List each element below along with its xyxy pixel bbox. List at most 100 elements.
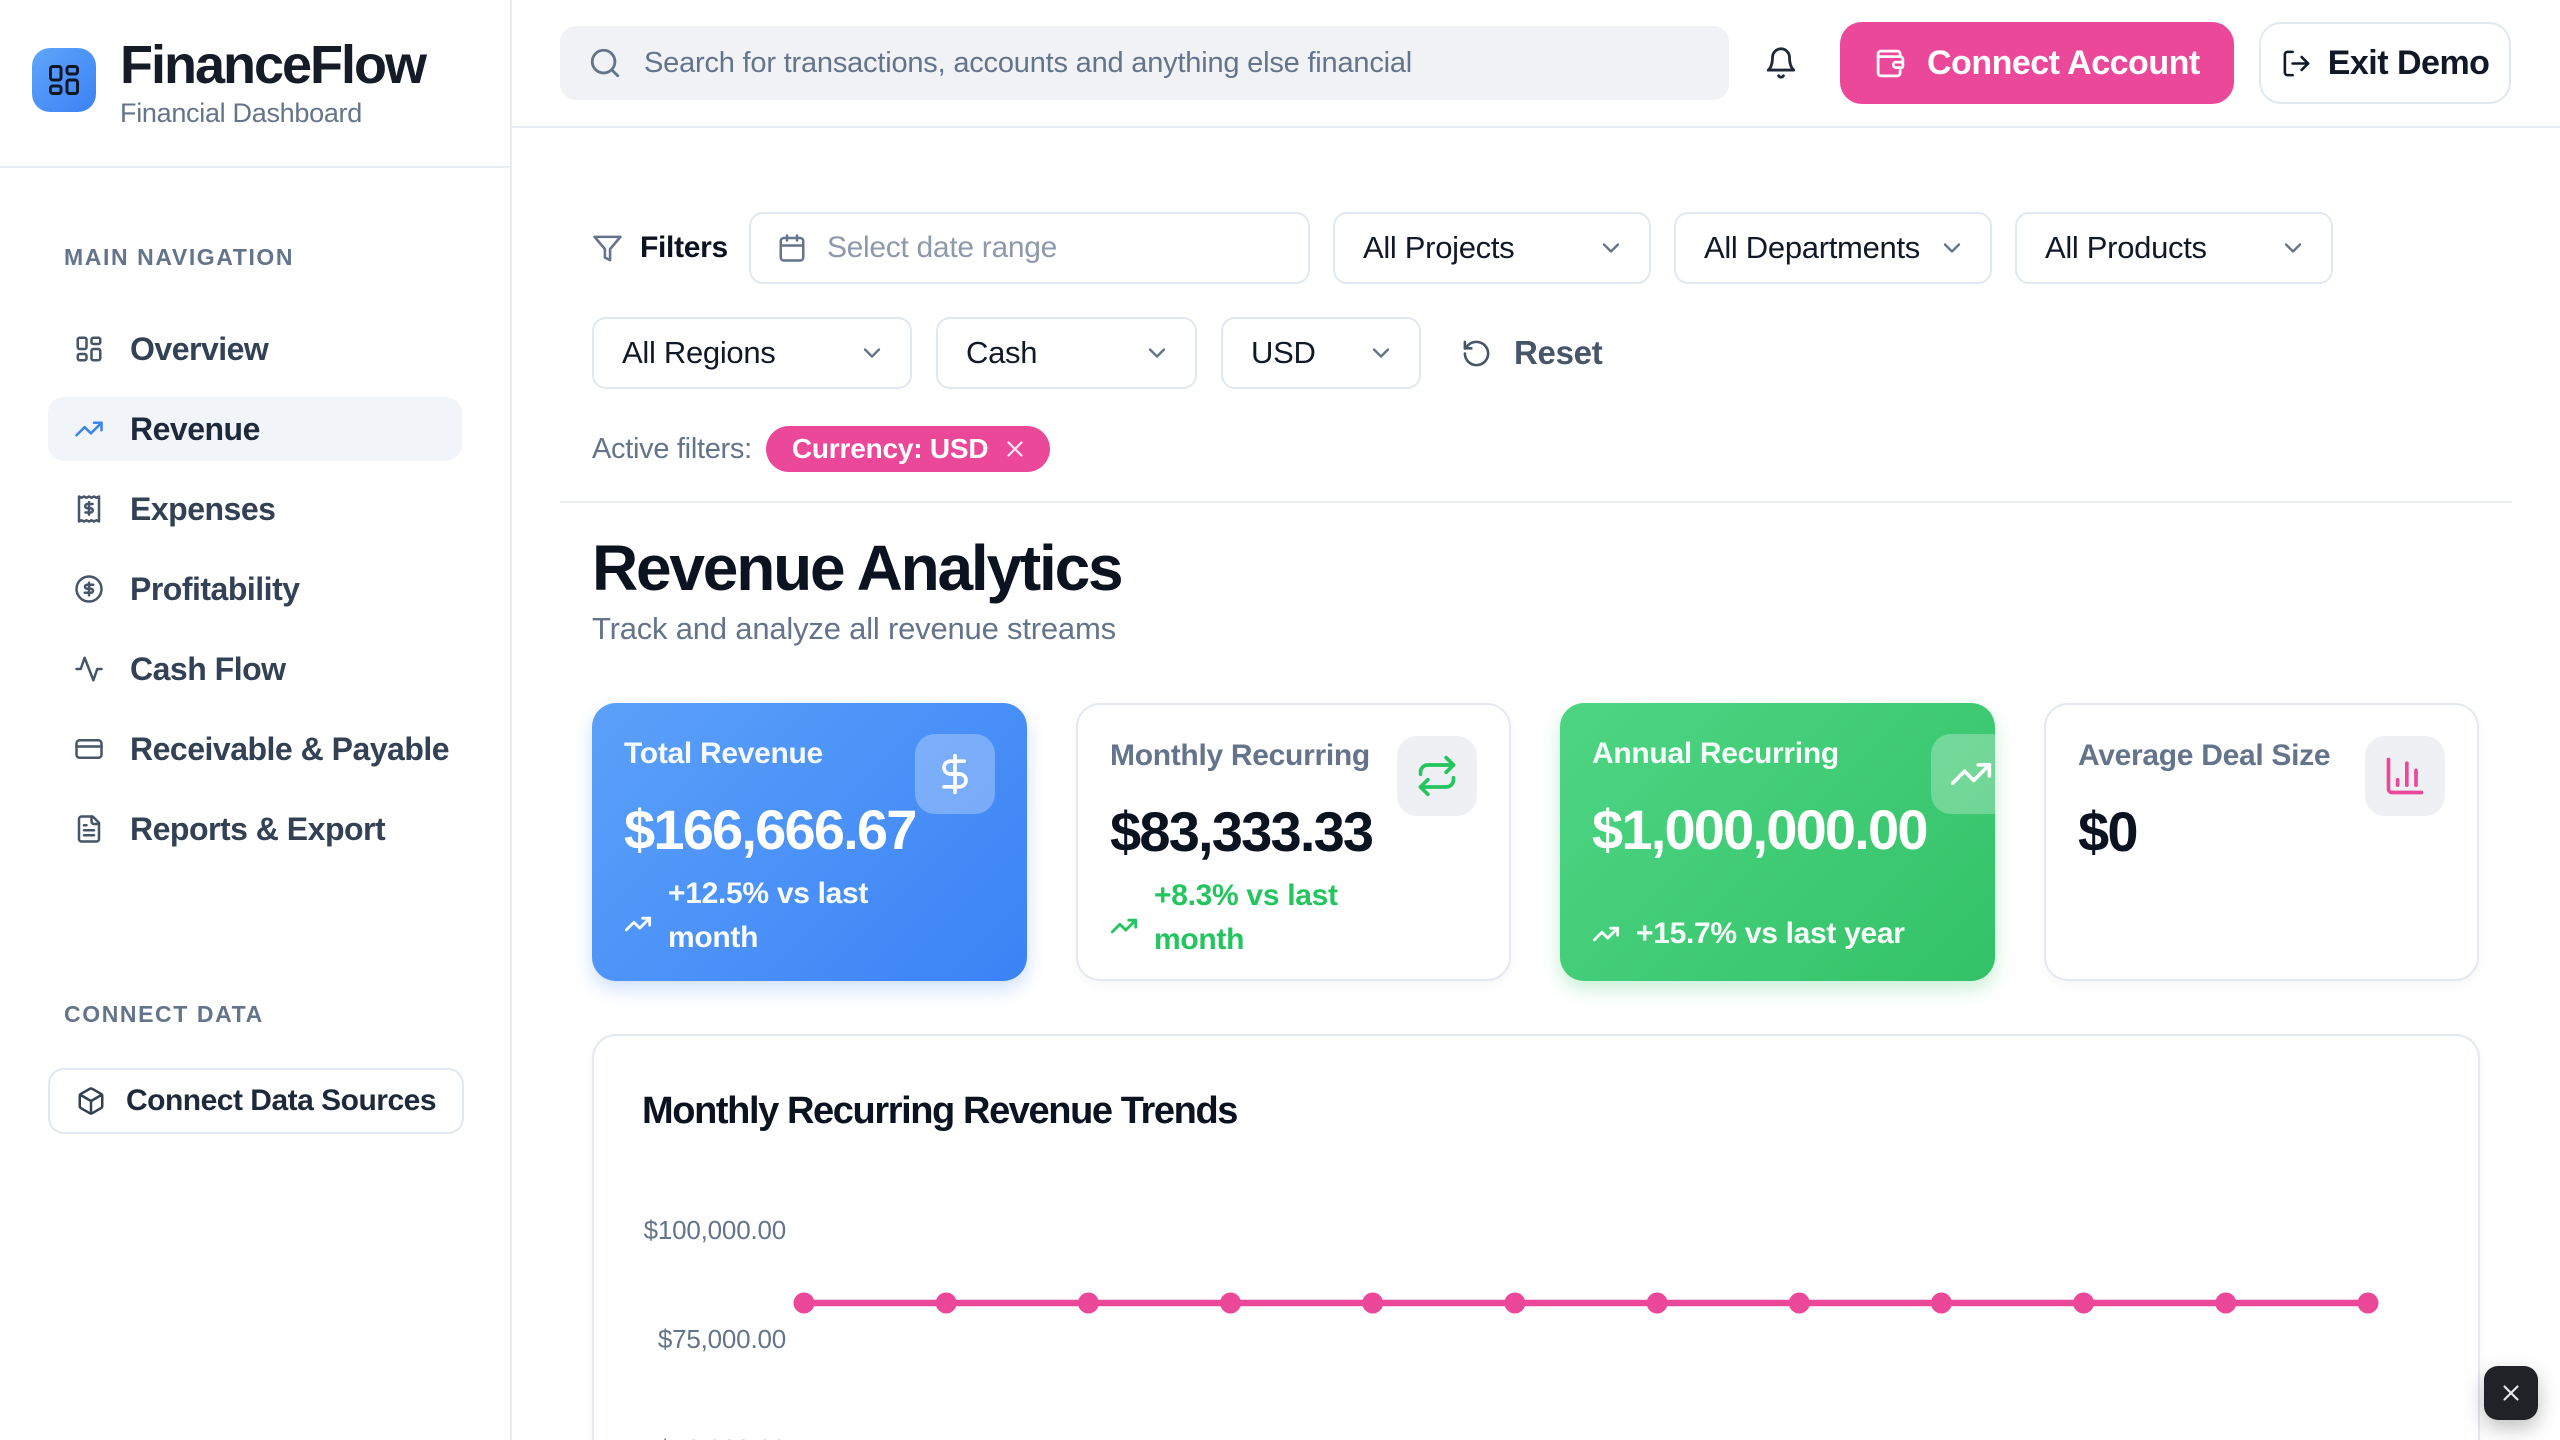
connect-section-label: CONNECT DATA	[64, 1001, 264, 1027]
sidebar: FinanceFlow Financial Dashboard MAIN NAV…	[0, 0, 512, 1440]
filter-select-all-departments[interactable]: All Departments	[1673, 212, 1992, 284]
sidebar-item-revenue[interactable]: Revenue	[48, 397, 462, 461]
trending-up-icon	[74, 414, 104, 444]
page-heading-section: Revenue Analytics Track and analyze all …	[560, 532, 2512, 1440]
wallet-icon	[1874, 47, 1907, 80]
reset-label: Reset	[1514, 334, 1603, 371]
filter-select-usd[interactable]: USD	[1221, 317, 1421, 389]
select-value: All Projects	[1362, 230, 1515, 265]
metric-change: +12.5% vs last month	[624, 872, 995, 960]
trending-up-icon	[1949, 752, 1993, 796]
nav-item-label: Overview	[130, 330, 269, 367]
filter-select-cash[interactable]: Cash	[936, 317, 1197, 389]
sidebar-item-receivable-payable[interactable]: Receivable & Payable	[48, 717, 462, 781]
sidebar-item-overview[interactable]: Overview	[48, 317, 462, 381]
nav-item-label: Receivable & Payable	[130, 730, 450, 767]
exit-demo-label: Exit Demo	[2327, 43, 2490, 82]
metric-value: $166,666.67	[624, 797, 917, 861]
filter-select-all-projects[interactable]: All Projects	[1332, 212, 1651, 284]
credit-card-icon	[74, 734, 104, 764]
metric-title: Monthly Recurring	[1110, 738, 1370, 772]
chart-y-tick-label: $100,000.00	[643, 1214, 787, 1245]
filter-select-all-products[interactable]: All Products	[2014, 212, 2333, 284]
filters-row-1: Filters Select date range All Projects A…	[592, 212, 2480, 284]
receipt-icon	[74, 494, 104, 524]
main-area: Connect Account Exit Demo Filters Select…	[512, 0, 2560, 1440]
metric-change-text: +15.7% vs last year	[1636, 916, 1905, 950]
sidebar-item-profitability[interactable]: Profitability	[48, 557, 462, 621]
nav-item-label: Profitability	[130, 570, 300, 607]
metric-value: $0	[2078, 799, 2139, 863]
chevron-down-icon	[1143, 339, 1171, 367]
trending-up-icon	[1592, 920, 1620, 948]
sidebar-item-reports-export[interactable]: Reports & Export	[48, 797, 462, 861]
filters-title: Filters	[592, 231, 728, 265]
sidebar-item-cash-flow[interactable]: Cash Flow	[48, 637, 462, 701]
x-icon	[2498, 1380, 2524, 1406]
active-filters-label: Active filters:	[592, 432, 752, 465]
date-range-placeholder: Select date range	[826, 231, 1058, 264]
bell-icon	[1764, 46, 1798, 80]
app-logo	[32, 48, 96, 112]
active-filter-chip-label: Currency: USD	[791, 433, 989, 464]
nav-section-label: MAIN NAVIGATION	[64, 244, 295, 270]
filter-select-all-regions[interactable]: All Regions	[592, 317, 912, 389]
connect-account-button[interactable]: Connect Account	[1840, 22, 2234, 104]
metric-value: $83,333.33	[1110, 799, 1374, 863]
app-title: FinanceFlow	[120, 35, 427, 96]
main-navigation: Overview Revenue Expenses Profitability …	[0, 317, 510, 861]
metric-card-average-deal-size: Average Deal Size $0	[2044, 702, 2479, 981]
select-value: USD	[1251, 335, 1316, 370]
rotate-ccw-icon	[1461, 338, 1492, 369]
page-subtitle: Track and analyze all revenue streams	[592, 610, 1116, 646]
metric-value: $1,000,000.00	[1592, 797, 1929, 861]
chevron-down-icon	[1938, 234, 1966, 262]
search-input[interactable]	[644, 46, 1701, 80]
chart-title: Monthly Recurring Revenue Trends	[642, 1089, 1238, 1132]
metric-change: +15.7% vs last year	[1592, 912, 1963, 956]
date-range-input[interactable]: Select date range	[748, 212, 1310, 284]
metric-icon-box	[1931, 733, 1995, 814]
metric-icon-box	[915, 733, 995, 814]
select-value: All Departments	[1703, 230, 1920, 265]
metric-card-total-revenue: Total Revenue $166,666.67 +12.5% vs last…	[592, 702, 1027, 981]
metric-cards: Total Revenue $166,666.67 +12.5% vs last…	[592, 702, 2480, 981]
file-text-icon	[74, 814, 104, 844]
page-title: Revenue Analytics	[592, 532, 1124, 604]
connect-data-sources-button[interactable]: Connect Data Sources	[48, 1068, 464, 1134]
x-icon[interactable]	[1002, 436, 1028, 462]
nav-item-label: Revenue	[130, 410, 260, 447]
chart-y-tick-label: $50,000.00	[594, 1433, 786, 1440]
dollar-sign-icon	[933, 752, 977, 796]
search-icon	[588, 46, 622, 80]
box-icon	[76, 1086, 106, 1116]
chevron-down-icon	[2279, 234, 2307, 262]
sidebar-item-expenses[interactable]: Expenses	[48, 477, 462, 541]
brand-block: FinanceFlow Financial Dashboard	[120, 35, 427, 129]
global-search	[560, 26, 1729, 100]
bar-chart-icon	[2383, 754, 2427, 798]
nav-item-label: Reports & Export	[130, 810, 386, 847]
circle-dollar-icon	[74, 574, 104, 604]
metric-title: Total Revenue	[624, 736, 823, 770]
reset-filters-button[interactable]: Reset	[1461, 334, 1603, 372]
connect-data-sources-label: Connect Data Sources	[125, 1084, 437, 1117]
close-demo-button[interactable]	[2484, 1366, 2538, 1420]
chart-card: Monthly Recurring Revenue Trends $100,00…	[592, 1033, 2480, 1440]
filters-title-label: Filters	[640, 231, 728, 264]
section-divider	[560, 501, 2512, 503]
notifications-button[interactable]	[1764, 46, 1798, 80]
calendar-icon	[777, 233, 807, 263]
layout-dashboard-icon	[46, 62, 82, 98]
chevron-down-icon	[858, 339, 886, 367]
active-filters-row: Active filters: Currency: USD	[592, 426, 2480, 472]
activity-icon	[74, 654, 104, 684]
filters-section: Filters Select date range All Projects A…	[560, 212, 2512, 472]
log-out-icon	[2281, 48, 2312, 79]
exit-demo-button[interactable]: Exit Demo	[2258, 22, 2512, 104]
metric-card-annual-recurring: Annual Recurring $1,000,000.00 +15.7% vs…	[1560, 702, 1995, 981]
select-value: Cash	[966, 335, 1038, 370]
metric-change-text: +12.5% vs last month	[668, 876, 869, 954]
sidebar-header: FinanceFlow Financial Dashboard	[0, 0, 510, 168]
nav-item-label: Expenses	[130, 490, 276, 527]
